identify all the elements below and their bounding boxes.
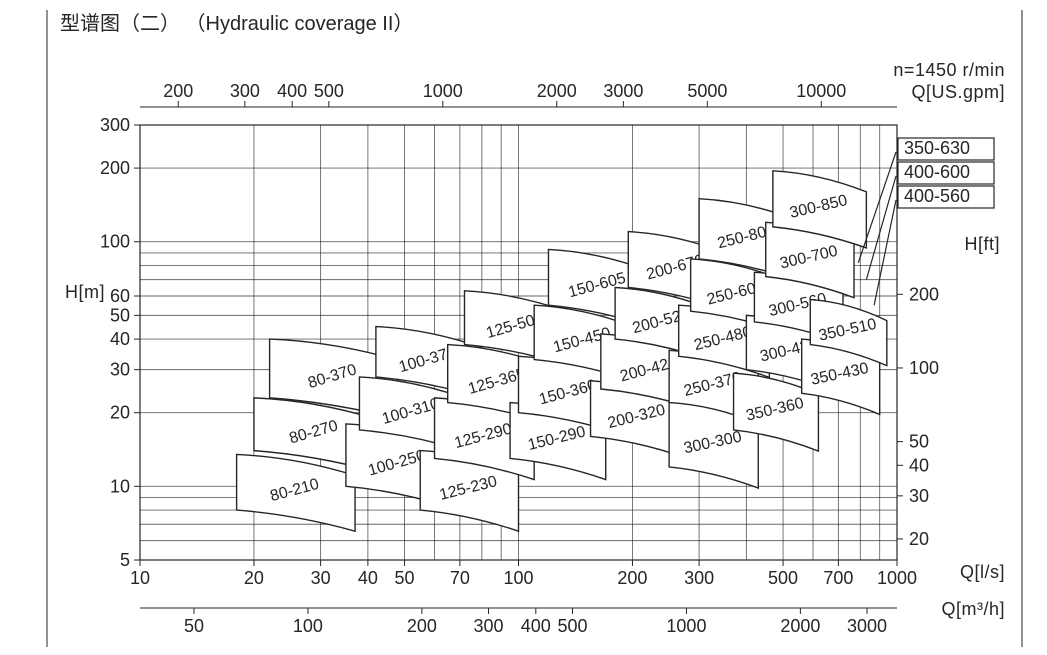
x-tick: 70 <box>450 568 470 588</box>
x-tick: 10 <box>130 568 150 588</box>
y-tick: 300 <box>100 115 130 135</box>
y-tick: 20 <box>110 403 130 423</box>
y2-tick: 50 <box>909 432 929 452</box>
y2-axis-label: H[ft] <box>964 234 1000 254</box>
y-tick: 200 <box>100 158 130 178</box>
x2-tick: 200 <box>407 616 437 636</box>
y-tick: 60 <box>110 286 130 306</box>
chart-container: 型谱图（二） （Hydraulic coverage II） 10 20 30 40 50… <box>0 0 1047 655</box>
y-tick: 10 <box>110 476 130 496</box>
xtop-tick: 10000 <box>796 81 846 101</box>
y2-tick: 30 <box>909 486 929 506</box>
speed-note: n=1450 r/min <box>893 60 1005 80</box>
x2-tick: 500 <box>557 616 587 636</box>
x2-axis-label: Q[m³/h] <box>941 599 1005 619</box>
y-tick: 50 <box>110 305 130 325</box>
y2-tick: 200 <box>909 284 939 304</box>
xtop-tick: 5000 <box>687 81 727 101</box>
x2-tick: 300 <box>474 616 504 636</box>
callout-label: 400-600 <box>904 162 970 182</box>
x-axis-label: Q[l/s] <box>960 562 1005 582</box>
xtop-tick: 1000 <box>423 81 463 101</box>
x2-tick: 100 <box>293 616 323 636</box>
xtop-tick: 300 <box>230 81 260 101</box>
x-tick: 200 <box>617 568 647 588</box>
callout-label: 400-560 <box>904 186 970 206</box>
y-tick: 100 <box>100 232 130 252</box>
x-tick: 50 <box>395 568 415 588</box>
xtop-tick: 400 <box>277 81 307 101</box>
y-tick: 5 <box>120 550 130 570</box>
x-tick: 20 <box>244 568 264 588</box>
xtop-tick: 500 <box>314 81 344 101</box>
y-axis-label: H[m] <box>65 282 105 302</box>
y-tick: 40 <box>110 329 130 349</box>
xtop-tick: 200 <box>163 81 193 101</box>
x2-tick: 1000 <box>666 616 706 636</box>
x-tick: 700 <box>823 568 853 588</box>
xtop-tick: 3000 <box>603 81 643 101</box>
x-tick: 500 <box>768 568 798 588</box>
x-tick: 1000 <box>877 568 917 588</box>
x2-tick: 50 <box>184 616 204 636</box>
y2-tick: 100 <box>909 358 939 378</box>
x-tick: 100 <box>503 568 533 588</box>
chart-title: 型谱图（二） （Hydraulic coverage II） <box>60 12 413 35</box>
x2-tick: 400 <box>521 616 551 636</box>
x-tick: 40 <box>358 568 378 588</box>
y2-tick: 20 <box>909 529 929 549</box>
y2-tick: 40 <box>909 455 929 475</box>
x2-tick: 3000 <box>847 616 887 636</box>
x-tick: 300 <box>684 568 714 588</box>
x-tick: 30 <box>311 568 331 588</box>
x2-tick: 2000 <box>780 616 820 636</box>
y-tick: 30 <box>110 360 130 380</box>
hydraulic-coverage-chart: 型谱图（二） （Hydraulic coverage II） 10 20 30 40 50… <box>0 0 1047 655</box>
callout-label: 350-630 <box>904 138 970 158</box>
xtop-axis-label: Q[US.gpm] <box>911 82 1005 102</box>
xtop-tick: 2000 <box>537 81 577 101</box>
